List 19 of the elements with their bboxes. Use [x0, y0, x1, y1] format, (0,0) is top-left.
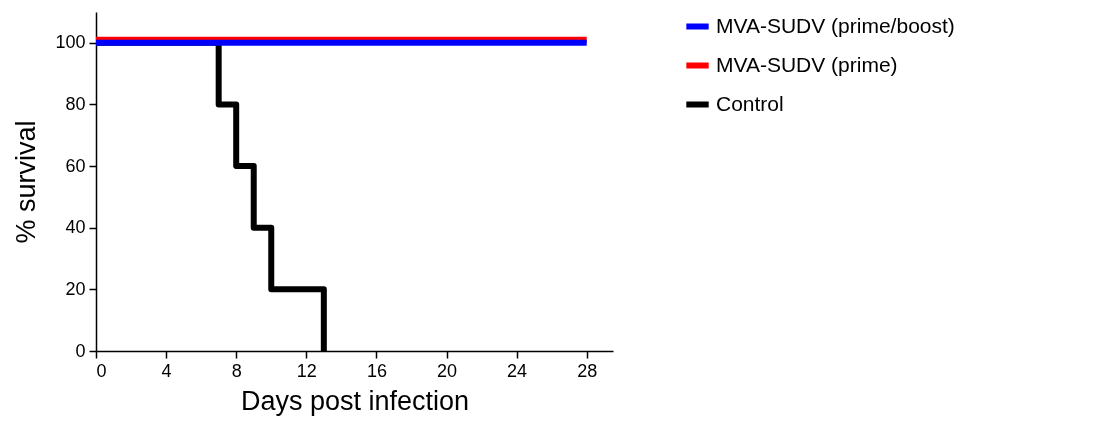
x-tick-label: 24 — [507, 360, 528, 381]
legend-label: Control — [716, 91, 784, 115]
y-tick-label: 0 — [75, 340, 86, 361]
x-tick-label: 8 — [231, 360, 242, 381]
x-tick-label: 0 — [96, 360, 107, 381]
y-tick-label: 40 — [65, 217, 86, 238]
x-tick-label: 20 — [436, 360, 458, 381]
x-tick-label: 12 — [296, 360, 317, 381]
y-tick-label: 100 — [55, 32, 86, 53]
x-tick-label: 4 — [161, 360, 172, 381]
y-tick-label: 60 — [65, 155, 86, 176]
legend-label: MVA-SUDV (prime) — [716, 52, 898, 76]
y-tick-label: 20 — [65, 278, 86, 299]
x-tick-label: 28 — [577, 360, 598, 381]
y-tick-label: 80 — [65, 93, 86, 114]
y-axis-title: % survival — [11, 120, 42, 244]
x-tick-label: 16 — [366, 360, 387, 381]
legend-label: MVA-SUDV (prime/boost) — [716, 13, 955, 37]
x-axis-title: Days post infection — [240, 385, 470, 416]
